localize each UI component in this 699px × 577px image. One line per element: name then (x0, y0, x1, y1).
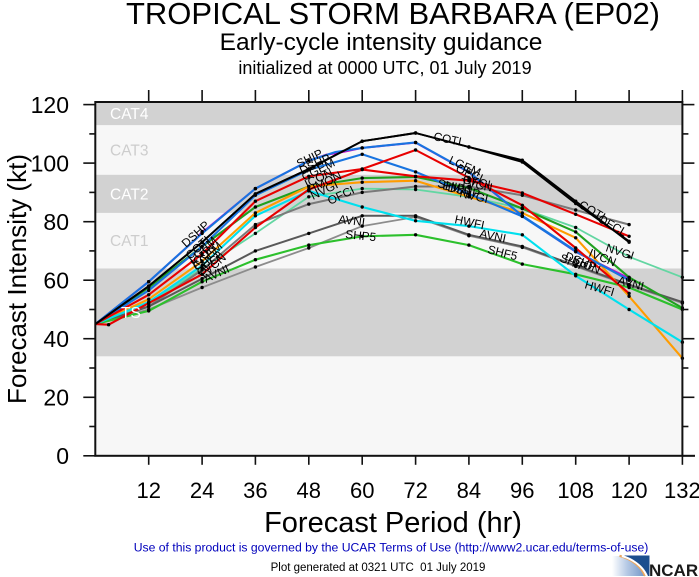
svg-text:CAT2: CAT2 (110, 186, 148, 203)
svg-text:EMXI: EMXI (441, 178, 472, 198)
svg-text:40: 40 (43, 326, 69, 352)
svg-text:CAT1: CAT1 (110, 233, 148, 250)
svg-text:NVGI: NVGI (458, 186, 489, 206)
svg-text:84: 84 (457, 478, 481, 503)
svg-text:36: 36 (243, 478, 267, 503)
svg-text:20: 20 (43, 385, 69, 411)
svg-text:Plot generated at 0321 UTC 01: Plot generated at 0321 UTC 01 July 2019 (271, 562, 486, 574)
svg-text:AVNI: AVNI (478, 226, 507, 245)
svg-text:CAT3: CAT3 (110, 142, 148, 159)
svg-text:Use of this product is governe: Use of this product is governed by the U… (134, 541, 649, 555)
svg-text:72: 72 (403, 478, 427, 503)
svg-text:Forecast Period (hr): Forecast Period (hr) (264, 507, 522, 539)
svg-text:108: 108 (557, 478, 594, 503)
svg-text:SHP5: SHP5 (345, 227, 378, 244)
svg-text:TS: TS (121, 305, 141, 322)
svg-text:COTI: COTI (432, 129, 462, 149)
svg-text:CAT4: CAT4 (110, 106, 149, 123)
svg-text:Forecast Intensity (kt): Forecast Intensity (kt) (2, 154, 32, 404)
svg-text:SHIP: SHIP (436, 176, 466, 195)
svg-text:120: 120 (31, 92, 69, 118)
svg-text:DSHP: DSHP (446, 180, 481, 201)
svg-text:NCAR: NCAR (649, 561, 698, 577)
svg-text:60: 60 (350, 478, 374, 503)
svg-text:TVCN: TVCN (459, 175, 493, 194)
svg-text:120: 120 (611, 478, 648, 503)
svg-text:0: 0 (56, 443, 69, 469)
svg-text:OFCI: OFCI (461, 172, 491, 192)
svg-text:100: 100 (31, 150, 69, 176)
svg-text:132: 132 (664, 478, 699, 503)
svg-text:AVNI: AVNI (338, 212, 366, 229)
svg-text:HWFI: HWFI (453, 212, 485, 232)
svg-text:TROPICAL STORM BARBARA (EP02): TROPICAL STORM BARBARA (EP02) (126, 0, 660, 31)
svg-text:initialized at 0000 UTC, 01 Ju: initialized at 0000 UTC, 01 July 2019 (238, 58, 531, 78)
svg-text:96: 96 (510, 478, 534, 503)
svg-text:24: 24 (190, 478, 214, 503)
svg-text:48: 48 (297, 478, 321, 503)
svg-text:12: 12 (136, 478, 160, 503)
svg-text:60: 60 (43, 267, 69, 293)
svg-text:AVNI: AVNI (616, 273, 645, 293)
svg-text:Early-cycle intensity guidance: Early-cycle intensity guidance (220, 29, 543, 56)
svg-text:80: 80 (43, 209, 69, 235)
